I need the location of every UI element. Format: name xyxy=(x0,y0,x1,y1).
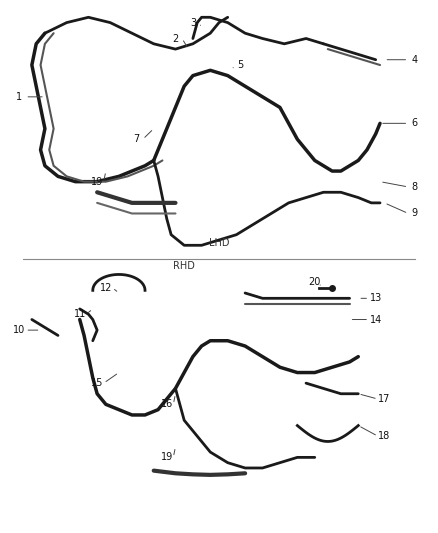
Text: 11: 11 xyxy=(74,309,86,319)
Text: 18: 18 xyxy=(378,431,391,441)
Text: 10: 10 xyxy=(13,325,25,335)
Text: 2: 2 xyxy=(172,34,179,44)
Text: 15: 15 xyxy=(91,378,103,388)
Text: RHD: RHD xyxy=(173,261,195,271)
Text: 6: 6 xyxy=(412,118,418,128)
Text: 16: 16 xyxy=(161,399,173,409)
Text: 19: 19 xyxy=(161,453,173,463)
Text: 8: 8 xyxy=(412,182,418,192)
Text: 12: 12 xyxy=(100,282,112,293)
Text: 9: 9 xyxy=(412,208,418,219)
Text: 14: 14 xyxy=(370,314,382,325)
Text: 20: 20 xyxy=(308,277,321,287)
Text: 4: 4 xyxy=(412,55,418,64)
Text: 5: 5 xyxy=(238,60,244,70)
Text: 17: 17 xyxy=(378,394,391,404)
Text: 3: 3 xyxy=(190,18,196,28)
Text: 19: 19 xyxy=(91,176,103,187)
Text: 13: 13 xyxy=(370,293,382,303)
Text: 1: 1 xyxy=(16,92,22,102)
Text: 7: 7 xyxy=(133,134,139,144)
Text: LHD: LHD xyxy=(209,238,229,248)
